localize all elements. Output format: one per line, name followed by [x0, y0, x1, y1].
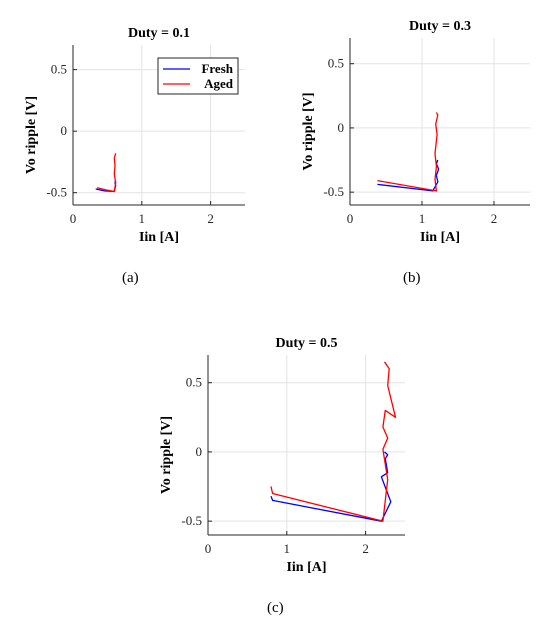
y-tick-label-c-2: -0.5	[181, 513, 202, 528]
title-c: Duty = 0.5	[275, 336, 337, 351]
series-line-c-fresh	[270, 451, 392, 522]
xlabel-a: Iin [A]	[139, 230, 179, 245]
ylabel-a: Vo ripple [V]	[24, 96, 39, 174]
title-a: Duty = 0.1	[128, 26, 190, 41]
y-tick-label-a-2: -0.5	[46, 185, 67, 200]
y-tick-label-b-2: -0.5	[323, 184, 344, 199]
caption-c: (c)	[267, 600, 284, 616]
x-tick-label-c-1: 1	[284, 541, 291, 556]
x-tick-label-a-2: 2	[207, 211, 214, 226]
xlabel-c: Iin [A]	[286, 560, 326, 575]
legend-label-fresh: Fresh	[201, 61, 233, 76]
legend-box	[157, 57, 239, 95]
y-tick-label-c-0: 0.5	[186, 375, 202, 390]
title-b: Duty = 0.3	[409, 19, 471, 34]
x-tick-label-c-2: 2	[362, 541, 369, 556]
x-tick-label-b-2: 2	[491, 211, 498, 226]
series-line-a-aged	[96, 153, 117, 193]
x-tick-label-b-0: 0	[347, 211, 354, 226]
y-tick-label-a-0: 0.5	[51, 62, 67, 77]
x-tick-label-b-1: 1	[419, 211, 426, 226]
x-tick-label-a-1: 1	[139, 211, 146, 226]
xlabel-b: Iin [A]	[420, 230, 460, 245]
series-line-b-aged	[377, 112, 439, 192]
ylabel-b: Vo ripple [V]	[301, 92, 316, 170]
caption-a: (a)	[122, 270, 139, 286]
series-line-c-aged	[270, 361, 397, 522]
x-tick-label-c-0: 0	[205, 541, 212, 556]
caption-b: (b)	[403, 270, 421, 286]
x-tick-label-a-0: 0	[70, 211, 77, 226]
legend-label-aged: Aged	[204, 76, 234, 91]
y-tick-label-a-1: 0	[61, 123, 68, 138]
ylabel-c: Vo ripple [V]	[159, 416, 174, 494]
y-tick-label-b-1: 0	[338, 120, 345, 135]
y-tick-label-b-0: 0.5	[328, 56, 344, 71]
y-tick-label-c-1: 0	[196, 444, 203, 459]
